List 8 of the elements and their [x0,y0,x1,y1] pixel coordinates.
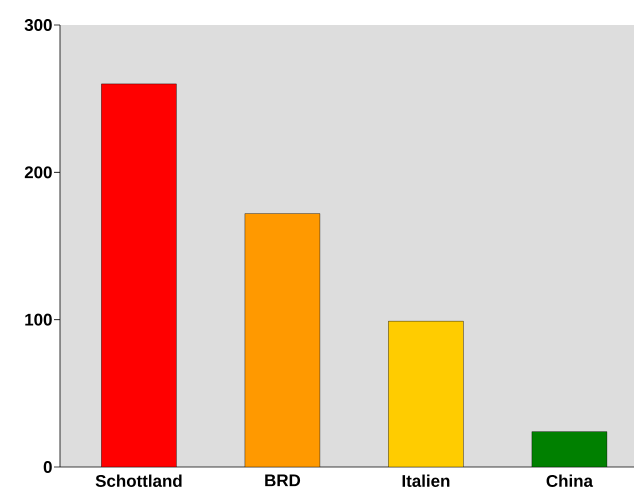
y-tick-label: 0 [44,461,52,474]
x-tick-label: Schottland [96,474,182,487]
x-tick-label: BRD [265,474,300,486]
y-tick-label: 200 [24,166,52,178]
y-tick-label: 100 [25,314,52,326]
y-tick-label: 300 [24,18,52,32]
x-tick-label: China [546,474,594,487]
x-tick-label: Italien [402,474,450,487]
